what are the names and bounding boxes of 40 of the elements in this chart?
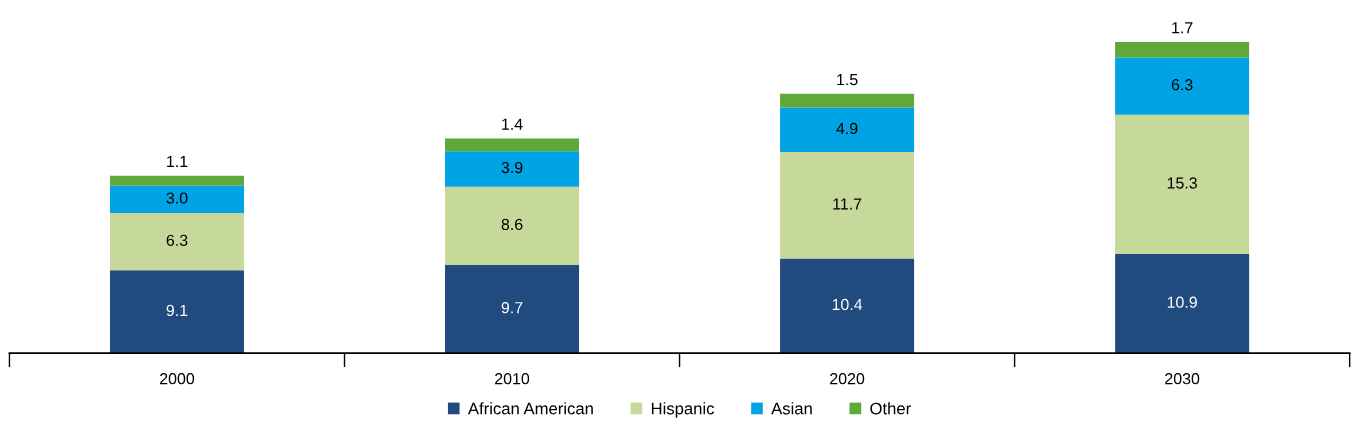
- data-label: 3.9: [501, 161, 523, 174]
- bar: [780, 93, 915, 108]
- data-label: 3.0: [166, 192, 188, 204]
- bar: [445, 186, 580, 265]
- legend-label: Other: [870, 402, 911, 415]
- x-tick-label: 2010: [495, 373, 530, 385]
- bar: [109, 175, 244, 186]
- bar: [1115, 114, 1250, 254]
- data-label: 10.4: [832, 298, 863, 311]
- data-label: 6.3: [1171, 79, 1193, 91]
- bar: [109, 213, 244, 271]
- bar: [109, 270, 244, 354]
- x-tick-label: 2020: [830, 373, 865, 385]
- data-label: 4.9: [836, 122, 858, 135]
- data-label: 9.7: [501, 302, 523, 314]
- bar: [780, 258, 915, 354]
- data-label: 1.4: [502, 118, 523, 130]
- data-label: 1.7: [1172, 22, 1193, 34]
- data-label: 11.7: [833, 198, 862, 210]
- legend-label: African American: [467, 402, 593, 415]
- data-label: 1.1: [167, 155, 188, 167]
- bar: [780, 107, 915, 153]
- bar: [109, 185, 244, 214]
- x-tick-label: 2000: [160, 373, 195, 385]
- bar: [1115, 42, 1250, 58]
- bar: [1115, 253, 1250, 354]
- bar: [445, 138, 580, 152]
- data-label: 15.3: [1167, 177, 1197, 189]
- legend-label: Asian: [771, 402, 812, 415]
- x-tick-label: 2030: [1165, 373, 1200, 385]
- bar: [445, 151, 580, 187]
- bar: [780, 152, 915, 259]
- bar: [445, 264, 580, 354]
- data-label: 1.5: [837, 74, 858, 86]
- legend-label: Hispanic: [651, 402, 715, 418]
- data-label: 6.3: [166, 234, 188, 246]
- data-label: 9.1: [166, 304, 188, 317]
- bar: [1115, 57, 1250, 115]
- data-label: 10.9: [1167, 296, 1197, 308]
- data-label: 8.6: [501, 218, 523, 231]
